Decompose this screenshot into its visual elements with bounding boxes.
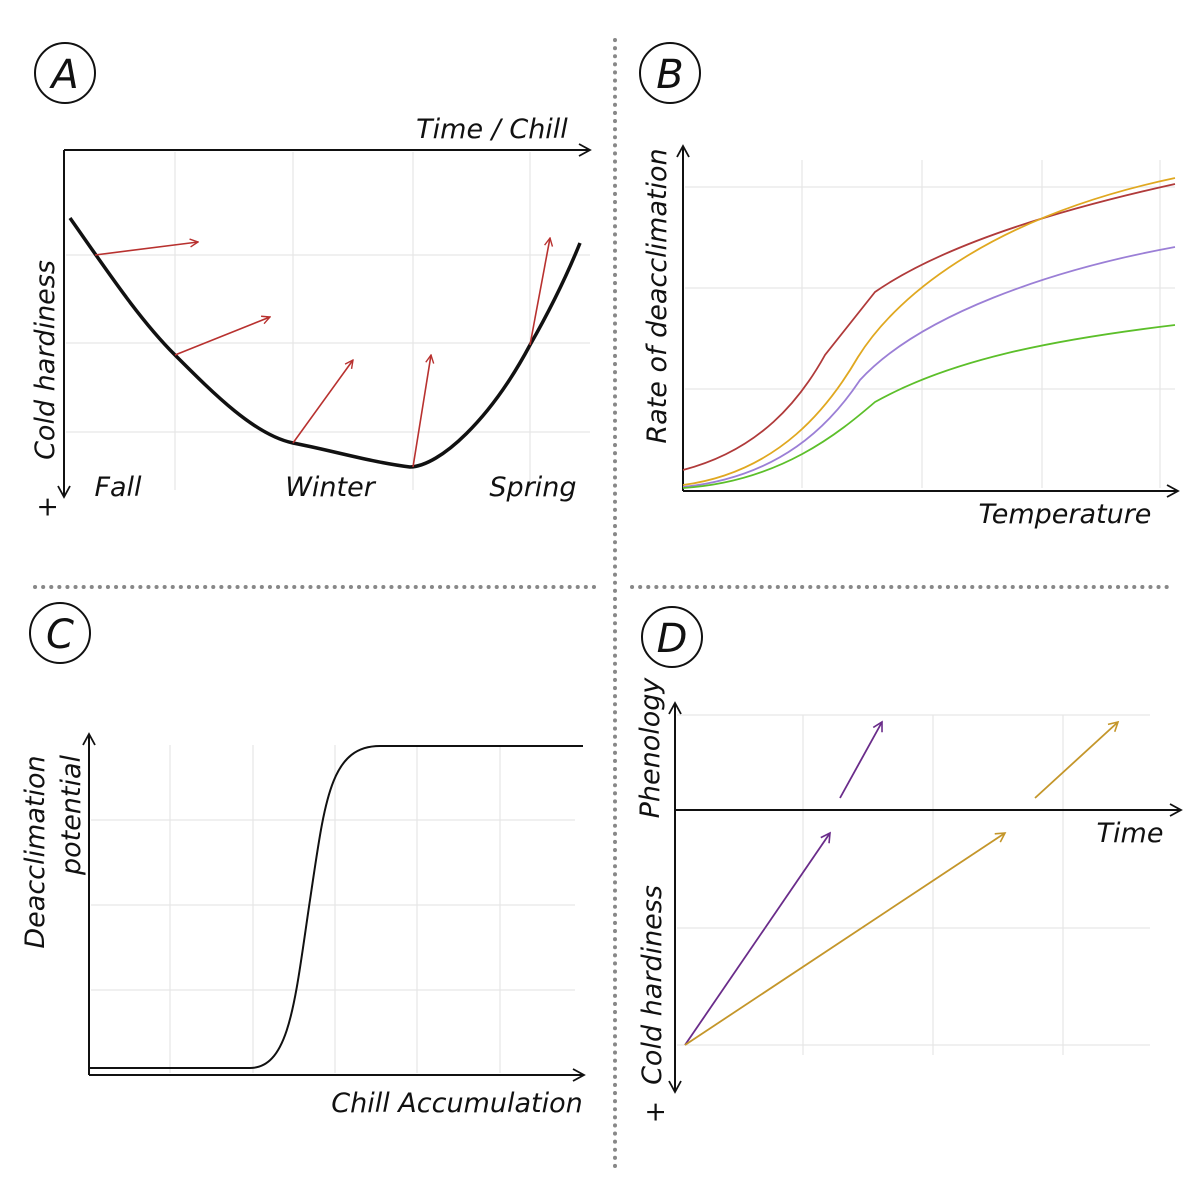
sigmoid-curve — [89, 745, 583, 1069]
series-line-green — [682, 324, 1176, 489]
panel-d-y-label-top: Phenology — [635, 677, 666, 819]
panel-d-letter: D — [657, 616, 688, 662]
panel-c: C Chill Accumulation Deacclimation poten… — [20, 602, 586, 1119]
panel-d-x-label: Time — [1097, 818, 1164, 849]
panel-b-y-label: Rate of deacclimation — [642, 148, 673, 443]
series-line-red — [682, 183, 1176, 471]
panel-b-letter: B — [656, 52, 683, 98]
panel-a-grid — [66, 152, 590, 490]
panel-b: B Temperature Rate of deacclimation — [639, 42, 1180, 530]
panel-a: A Time / Chill Cold hardiness + Fall Win… — [30, 42, 592, 519]
panel-a-y-label: Cold hardiness — [30, 260, 61, 460]
deacclimation-arrow — [94, 242, 198, 256]
panel-a-x-label: Time / Chill — [416, 114, 568, 145]
panel-d-letter-circle — [641, 606, 703, 668]
gold-phenology-arrow — [1034, 720, 1120, 799]
season-fall: Fall — [94, 472, 142, 503]
panel-b-grid — [685, 160, 1175, 488]
panel-c-y-label-line2: potential — [56, 754, 87, 876]
season-spring: Spring — [489, 472, 576, 503]
panel-c-letter-circle — [29, 602, 91, 664]
panel-a-plus: + — [32, 496, 63, 519]
deacclimation-arrow — [412, 355, 431, 468]
panel-d: D Time Phenology Cold hardiness + — [635, 606, 1183, 1124]
purple-phenology-arrow — [839, 720, 883, 799]
purple-hardiness-arrow — [684, 831, 831, 1046]
panel-d-grid — [677, 714, 1150, 1055]
panel-a-letter: A — [48, 52, 78, 98]
gold-hardiness-arrow — [684, 832, 1007, 1046]
season-winter: Winter — [285, 472, 377, 503]
panel-b-x-label: Temperature — [979, 499, 1152, 530]
panel-c-x-label: Chill Accumulation — [331, 1088, 583, 1119]
deacclimation-arrow — [292, 360, 353, 444]
panel-b-letter-circle — [639, 42, 701, 104]
series-line-orange — [682, 177, 1176, 486]
series-line-purple — [682, 246, 1176, 488]
deacclimation-arrow — [174, 317, 270, 356]
panel-c-letter: C — [46, 612, 74, 658]
panel-a-letter-circle — [34, 42, 96, 104]
panel-d-y-label-bottom: Cold hardiness — [637, 885, 668, 1085]
deacclimation-arrow — [529, 238, 550, 346]
panel-d-plus: + — [640, 1101, 671, 1124]
panel-c-y-label-line1: Deacclimation — [20, 755, 51, 948]
panel-c-grid — [91, 745, 575, 1073]
